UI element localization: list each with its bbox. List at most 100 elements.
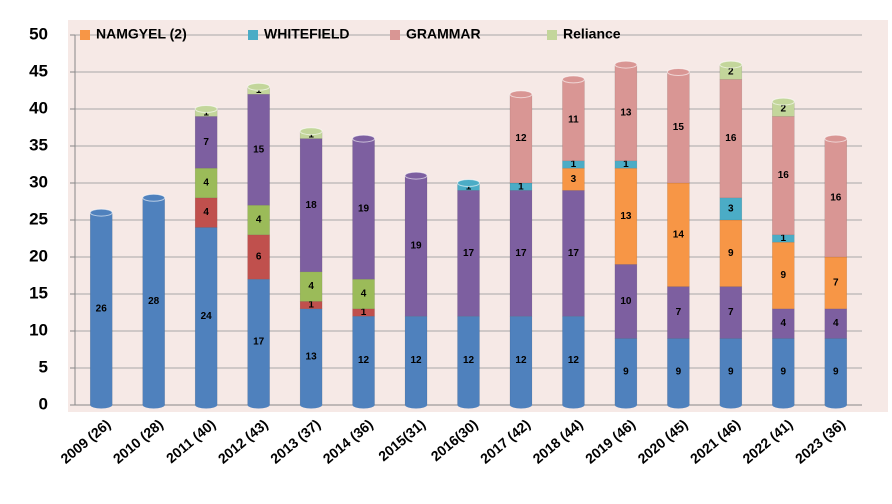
data-label: 13 [306,352,318,363]
bar-cap [194,105,218,113]
bar-segment [299,138,323,273]
data-label: 13 [620,211,632,222]
y-tick-label: 35 [29,135,48,154]
data-label: 4 [308,281,314,292]
legend-label: WHITEFIELD [264,26,350,42]
bar-cap [404,171,428,180]
data-label: 26 [96,303,108,314]
y-tick-label: 45 [29,61,48,80]
bar-cap [666,68,690,76]
bar-base [772,401,795,409]
data-label: 19 [410,241,422,252]
bar-cap [457,179,480,187]
bar-cap [89,208,113,217]
data-label: 9 [781,270,787,281]
data-label: 4 [781,318,787,329]
bar-base [719,401,742,409]
bar-cap [614,60,638,69]
y-tick-label: 40 [29,98,48,117]
data-label: 18 [306,200,318,211]
data-label: 10 [620,296,632,307]
bar-base [247,401,270,409]
y-tick-label: 15 [29,283,48,302]
data-label: 9 [833,366,839,377]
data-label: 28 [148,296,160,307]
data-label: 16 [778,170,790,181]
bar-base [195,401,218,409]
data-label: 2 [728,67,734,78]
data-label: 17 [463,248,475,259]
legend-swatch [248,30,258,40]
bar-cap [719,60,743,69]
data-label: 12 [358,355,370,366]
bar-cap [509,90,533,99]
data-label: 9 [623,366,629,377]
bar-base [352,401,375,409]
data-label: 12 [515,133,527,144]
data-label: 15 [253,144,265,155]
bar-base [667,401,690,409]
data-label: 7 [676,307,682,318]
data-label: 16 [725,133,737,144]
data-label: 19 [358,204,370,215]
bar-base [90,401,113,409]
data-label: 9 [728,366,734,377]
bar-cap [299,127,323,136]
data-label: 4 [833,318,839,329]
bar-cap [824,134,848,143]
data-label: 12 [568,355,580,366]
bar-base [614,401,637,409]
data-label: 4 [203,178,209,189]
bar-base [824,401,847,409]
data-label: 4 [256,215,262,226]
data-label: 12 [410,355,422,366]
data-label: 9 [676,366,682,377]
bar-base [405,401,428,409]
y-tick-label: 20 [29,246,48,265]
data-label: 2 [781,104,787,115]
legend-label: NAMGYEL (2) [96,26,187,42]
bar-segment [614,160,638,169]
legend-swatch [80,30,90,40]
y-tick-label: 10 [29,320,48,339]
data-label: 4 [361,289,367,300]
bar-cap [561,75,585,84]
bar-base [457,401,480,409]
data-label: 1 [623,159,629,170]
data-label: 9 [728,248,734,259]
data-label: 12 [463,355,475,366]
data-label: 14 [673,229,685,240]
data-label: 16 [830,192,842,203]
bar-cap [247,82,271,91]
y-tick-label: 30 [29,172,48,191]
legend-swatch [390,30,400,40]
bar-base [300,401,323,409]
legend-label: GRAMMAR [406,26,481,42]
bar-base [509,401,532,409]
data-label: 3 [728,204,734,215]
legend-swatch [547,30,557,40]
data-label: 7 [833,278,839,289]
data-label: 11 [568,115,579,126]
legend-label: Reliance [563,26,621,42]
y-tick-label: 50 [29,24,48,43]
y-tick-label: 0 [39,394,48,413]
y-tick-label: 25 [29,209,48,228]
data-label: 7 [203,137,209,148]
bar-cap [142,193,166,202]
data-label: 17 [515,248,527,259]
data-label: 15 [673,122,685,133]
data-label: 1 [781,233,787,244]
bar-cap [771,97,795,106]
bar-base [142,401,165,409]
data-label: 1 [308,300,314,311]
data-label: 17 [568,248,580,259]
data-label: 1 [361,307,367,318]
y-tick-label: 5 [39,357,48,376]
data-label: 24 [201,311,213,322]
data-label: 1 [571,159,577,170]
data-label: 1 [518,181,524,192]
data-label: 4 [203,207,209,218]
data-label: 13 [620,107,632,118]
data-label: 3 [571,174,577,185]
